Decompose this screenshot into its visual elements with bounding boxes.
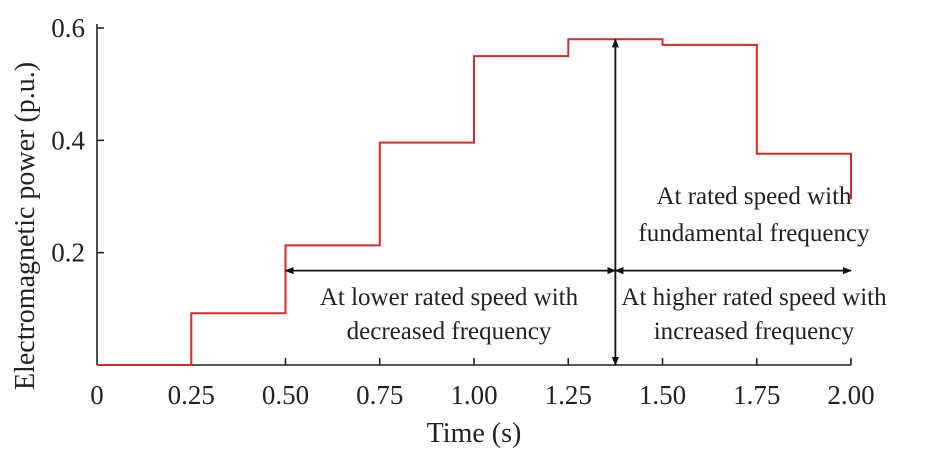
y-tick-label: 0.2 — [51, 238, 85, 268]
x-axis-title: Time (s) — [427, 418, 522, 449]
higher-annotation-line-1: At higher rated speed with — [621, 284, 887, 311]
x-tick-label: 1.50 — [639, 380, 686, 410]
y-tick-label: 0.4 — [51, 125, 85, 155]
y-tick-label: 0.6 — [51, 13, 85, 43]
x-tick-label: 0.25 — [168, 380, 215, 410]
x-tick-label: 0.50 — [262, 380, 309, 410]
lower-annotation-line-2: decreased frequency — [347, 318, 552, 345]
series-line — [97, 38, 852, 366]
y-axis-title: Electromagnetic power (p.u.) — [10, 62, 41, 390]
lower-annotation-line-1: At lower rated speed with — [320, 284, 579, 311]
x-tick-label: 0.75 — [356, 380, 403, 410]
x-tick-label: 1.25 — [545, 380, 592, 410]
x-tick-label: 1.00 — [450, 380, 497, 410]
rated-annotation-line-2: fundamental frequency — [638, 220, 870, 247]
x-tick-label: 0 — [90, 380, 104, 410]
x-tick-label: 1.75 — [733, 380, 780, 410]
x-tick-label: 2.00 — [827, 380, 874, 410]
higher-annotation-line-2: increased frequency — [654, 318, 855, 345]
rated-annotation-line-1: At rated speed with — [656, 183, 852, 210]
